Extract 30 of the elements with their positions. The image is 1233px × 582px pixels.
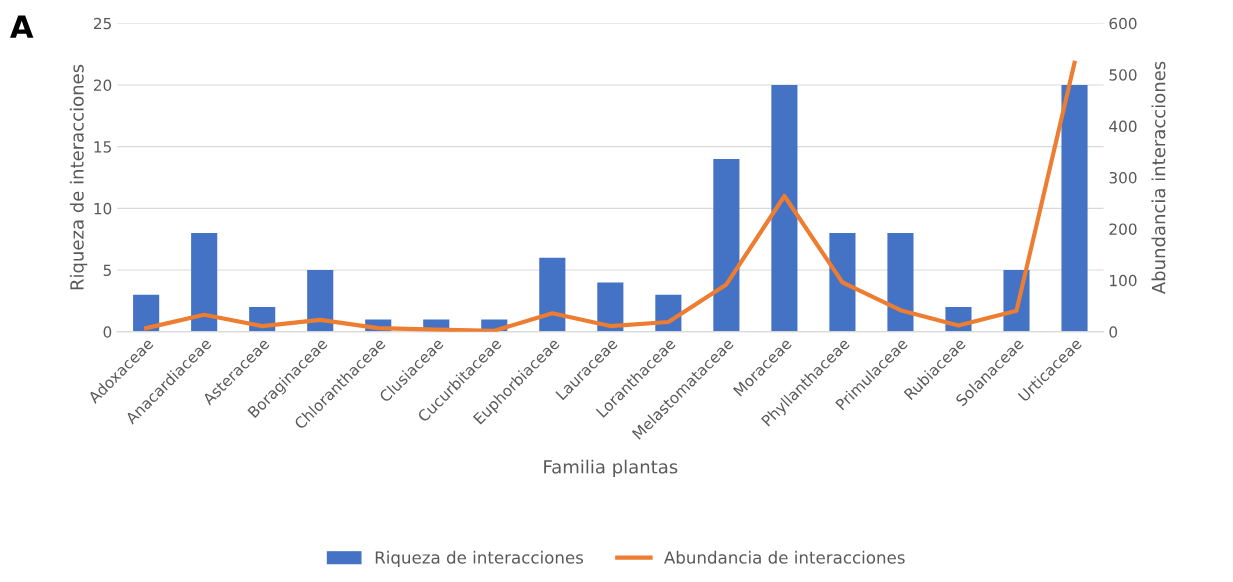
chart-title: A <box>10 15 34 38</box>
y2-tick-label: 300 <box>1109 171 1137 184</box>
line-series <box>144 60 1077 332</box>
bar <box>597 282 624 332</box>
bar <box>713 159 740 332</box>
y-tick-label: 25 <box>93 17 111 30</box>
y-tick-label: 10 <box>94 202 112 215</box>
bar <box>771 84 798 332</box>
x-axis-title: Familia plantas <box>544 459 678 478</box>
y-tick-label: 20 <box>93 79 112 91</box>
bar <box>829 233 856 332</box>
legend-label: Abundancia de interacciones <box>664 550 905 564</box>
y-axis-title: Riqueza de interacciones <box>69 64 88 290</box>
bar <box>1061 84 1088 332</box>
y2-tick-label: 200 <box>1109 223 1137 235</box>
y-tick-label: 5 <box>103 264 111 277</box>
y2-tick-label: 500 <box>1109 69 1137 81</box>
y-tick-label: 15 <box>94 141 111 153</box>
y2-axis-title: Abundancia interacciones <box>1151 61 1166 295</box>
y2-tick-label: 600 <box>1109 17 1137 30</box>
y2-tick-label: 400 <box>1109 120 1137 133</box>
legend-label: Riqueza de interacciones <box>375 550 584 567</box>
bar <box>887 233 914 332</box>
y2-tick-label: 100 <box>1110 274 1137 287</box>
y2-tick-label: 0 <box>1109 326 1118 338</box>
bar <box>133 294 160 332</box>
y-tick-label: 0 <box>103 326 112 338</box>
bar <box>307 270 334 332</box>
bar <box>191 233 218 332</box>
bar <box>539 257 566 332</box>
